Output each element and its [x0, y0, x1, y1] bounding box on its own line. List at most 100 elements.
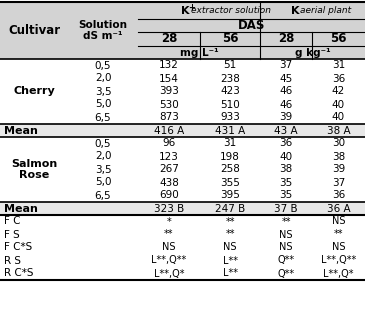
Text: extractor solution: extractor solution: [191, 6, 271, 15]
Text: L**: L**: [223, 269, 238, 278]
Bar: [0, 163, 365, 176]
Text: 238: 238: [220, 73, 240, 84]
Text: 28: 28: [161, 32, 177, 46]
Text: 39: 39: [279, 113, 293, 122]
Text: mg L⁻¹: mg L⁻¹: [180, 48, 218, 57]
Text: NS: NS: [162, 242, 176, 253]
Bar: [0, 228, 365, 241]
Bar: [0, 72, 365, 85]
Text: 37: 37: [332, 177, 345, 188]
Text: L**,Q*: L**,Q*: [323, 269, 354, 278]
Text: 2,0: 2,0: [95, 152, 111, 161]
Text: Mean: Mean: [4, 203, 38, 214]
Bar: [0, 176, 365, 189]
Bar: [0, 137, 365, 150]
Text: 38: 38: [279, 165, 293, 174]
Text: 123: 123: [159, 152, 179, 161]
Text: Cherry: Cherry: [13, 87, 55, 96]
Bar: [0, 2, 365, 59]
Text: L**,Q**: L**,Q**: [321, 256, 356, 265]
Bar: [0, 111, 365, 124]
Text: g kg⁻¹: g kg⁻¹: [295, 48, 330, 57]
Text: R S: R S: [4, 256, 21, 265]
Text: 416 A: 416 A: [154, 126, 184, 135]
Text: 431 A: 431 A: [215, 126, 245, 135]
Text: NS: NS: [332, 216, 345, 227]
Text: **: **: [225, 216, 235, 227]
Text: Solution
dS m⁻¹: Solution dS m⁻¹: [78, 20, 127, 41]
Text: 37: 37: [279, 60, 293, 71]
Bar: [0, 254, 365, 267]
Text: Cultivar: Cultivar: [8, 24, 60, 37]
Text: 510: 510: [220, 99, 240, 110]
Bar: [0, 189, 365, 202]
Text: NS: NS: [279, 242, 293, 253]
Text: 2,0: 2,0: [95, 73, 111, 84]
Text: Q**: Q**: [277, 256, 295, 265]
Text: Q**: Q**: [277, 269, 295, 278]
Text: **: **: [225, 230, 235, 239]
Text: K: K: [291, 6, 299, 15]
Text: NS: NS: [223, 242, 237, 253]
Text: 530: 530: [159, 99, 179, 110]
Text: L**,Q**: L**,Q**: [151, 256, 187, 265]
Text: 393: 393: [159, 87, 179, 96]
Text: F S: F S: [4, 230, 20, 239]
Text: 35: 35: [279, 191, 293, 200]
Text: 267: 267: [159, 165, 179, 174]
Text: Mean: Mean: [4, 126, 38, 135]
Text: 0,5: 0,5: [95, 60, 111, 71]
Text: 46: 46: [279, 99, 293, 110]
Text: 37 B: 37 B: [274, 203, 298, 214]
Bar: [0, 150, 365, 163]
Text: 46: 46: [279, 87, 293, 96]
Bar: [0, 215, 365, 228]
Text: 6,5: 6,5: [95, 191, 111, 200]
Text: 36 A: 36 A: [327, 203, 350, 214]
Text: 31: 31: [332, 60, 345, 71]
Text: 0,5: 0,5: [95, 138, 111, 149]
Text: K: K: [181, 6, 189, 15]
Text: 45: 45: [279, 73, 293, 84]
Text: NS: NS: [279, 230, 293, 239]
Text: NS: NS: [332, 242, 345, 253]
Text: aerial plant: aerial plant: [300, 6, 351, 15]
Text: **: **: [334, 230, 343, 239]
Text: 3,5: 3,5: [95, 165, 111, 174]
Text: 56: 56: [222, 32, 238, 46]
Text: 40: 40: [280, 152, 293, 161]
Text: 31: 31: [223, 138, 237, 149]
Text: 38: 38: [332, 152, 345, 161]
Text: 6,5: 6,5: [95, 113, 111, 122]
Text: 40: 40: [332, 99, 345, 110]
Text: L**: L**: [223, 256, 238, 265]
Text: 5,0: 5,0: [95, 177, 111, 188]
Text: 40: 40: [332, 113, 345, 122]
Text: 56: 56: [330, 32, 347, 46]
Text: +: +: [188, 3, 195, 12]
Text: L**,Q*: L**,Q*: [154, 269, 184, 278]
Bar: [0, 59, 365, 72]
Text: 873: 873: [159, 113, 179, 122]
Text: 36: 36: [279, 138, 293, 149]
Text: 132: 132: [159, 60, 179, 71]
Bar: [0, 124, 365, 137]
Text: 5,0: 5,0: [95, 99, 111, 110]
Text: 36: 36: [332, 191, 345, 200]
Text: F C: F C: [4, 216, 20, 227]
Text: **: **: [164, 230, 174, 239]
Text: 51: 51: [223, 60, 237, 71]
Bar: [0, 98, 365, 111]
Text: 355: 355: [220, 177, 240, 188]
Text: **: **: [281, 216, 291, 227]
Text: 30: 30: [332, 138, 345, 149]
Bar: [0, 267, 365, 280]
Text: R C*S: R C*S: [4, 269, 34, 278]
Text: 42: 42: [332, 87, 345, 96]
Text: 154: 154: [159, 73, 179, 84]
Text: 258: 258: [220, 165, 240, 174]
Text: F C*S: F C*S: [4, 242, 32, 253]
Text: 395: 395: [220, 191, 240, 200]
Text: *: *: [167, 216, 172, 227]
Text: 3,5: 3,5: [95, 87, 111, 96]
